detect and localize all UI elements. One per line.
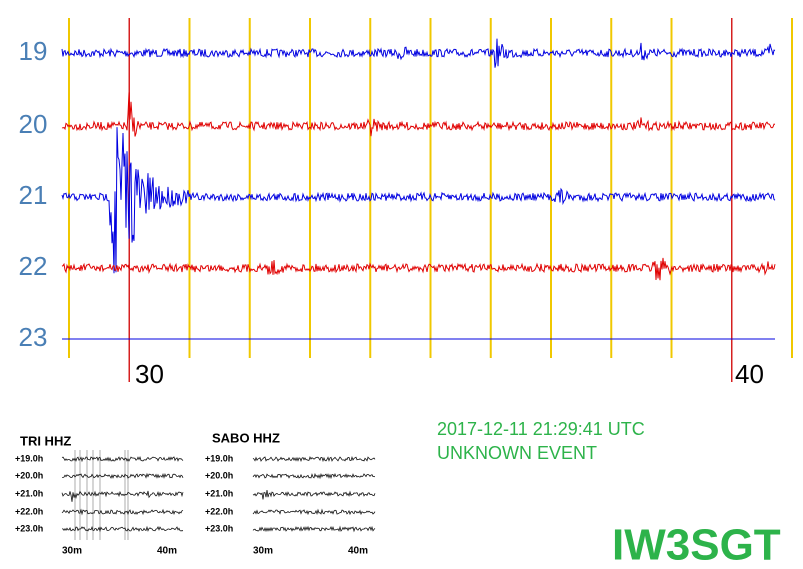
hour-label: 21: [19, 180, 48, 210]
inset-minute-label: 40m: [157, 546, 177, 557]
hour-label: 22: [19, 251, 48, 281]
inset-title: TRI HHZ: [20, 433, 71, 448]
waveform: [252, 525, 376, 533]
inset-hour-label: +19.0h: [15, 453, 43, 463]
inset-minute-label: 40m: [348, 546, 368, 557]
waveform: [61, 490, 184, 502]
inset-hour-label: +19.0h: [205, 453, 233, 463]
waveform: [252, 489, 376, 500]
inset-hour-label: +23.0h: [205, 523, 233, 533]
timestamp: 2017-12-11 21:29:41 UTC: [437, 419, 645, 439]
hour-label: 20: [19, 109, 48, 139]
main-helicorder: 19 20 21 22 23 30 40: [19, 18, 793, 389]
inset-hour-label: +20.0h: [205, 470, 233, 480]
inset-hour-label: +23.0h: [15, 523, 43, 533]
waveform: [61, 472, 184, 479]
waveform: [252, 472, 376, 480]
waveform: [61, 38, 776, 68]
waveform: [252, 508, 376, 516]
waveform: [62, 525, 184, 533]
inset-helicorder: SABO HHZ +19.0h +20.0h +21.0h +22.0h +23.0h 30…: [205, 430, 376, 557]
hour-label: 23: [19, 322, 48, 352]
waveform: [61, 455, 184, 463]
waveform: [61, 127, 776, 274]
insets: TRI HHZ +19.0h +20.0h +21.0h +22.0h +23.0h 30m…: [15, 430, 376, 557]
inset-helicorder: TRI HHZ +19.0h +20.0h +21.0h +22.0h +23.0h 30m…: [15, 433, 184, 557]
inset-hour-label: +22.0h: [205, 506, 233, 516]
inset-hour-label: +21.0h: [15, 488, 43, 498]
inset-hour-label: +22.0h: [15, 506, 43, 516]
event-type: UNKNOWN EVENT: [437, 443, 597, 463]
minute-label: 30: [135, 359, 164, 389]
inset-title: SABO HHZ: [212, 430, 280, 445]
hour-label: 19: [19, 36, 48, 66]
inset-minute-label: 30m: [62, 546, 82, 557]
waveform: [61, 508, 184, 516]
station-callsign: IW3SGT: [612, 521, 781, 569]
minute-label: 40: [735, 359, 764, 389]
waveform: [252, 456, 376, 463]
inset-minute-label: 30m: [253, 546, 273, 557]
inset-hour-label: +20.0h: [15, 470, 43, 480]
inset-hour-label: +21.0h: [205, 488, 233, 498]
waveform: [61, 257, 776, 281]
waveform: [61, 92, 776, 137]
